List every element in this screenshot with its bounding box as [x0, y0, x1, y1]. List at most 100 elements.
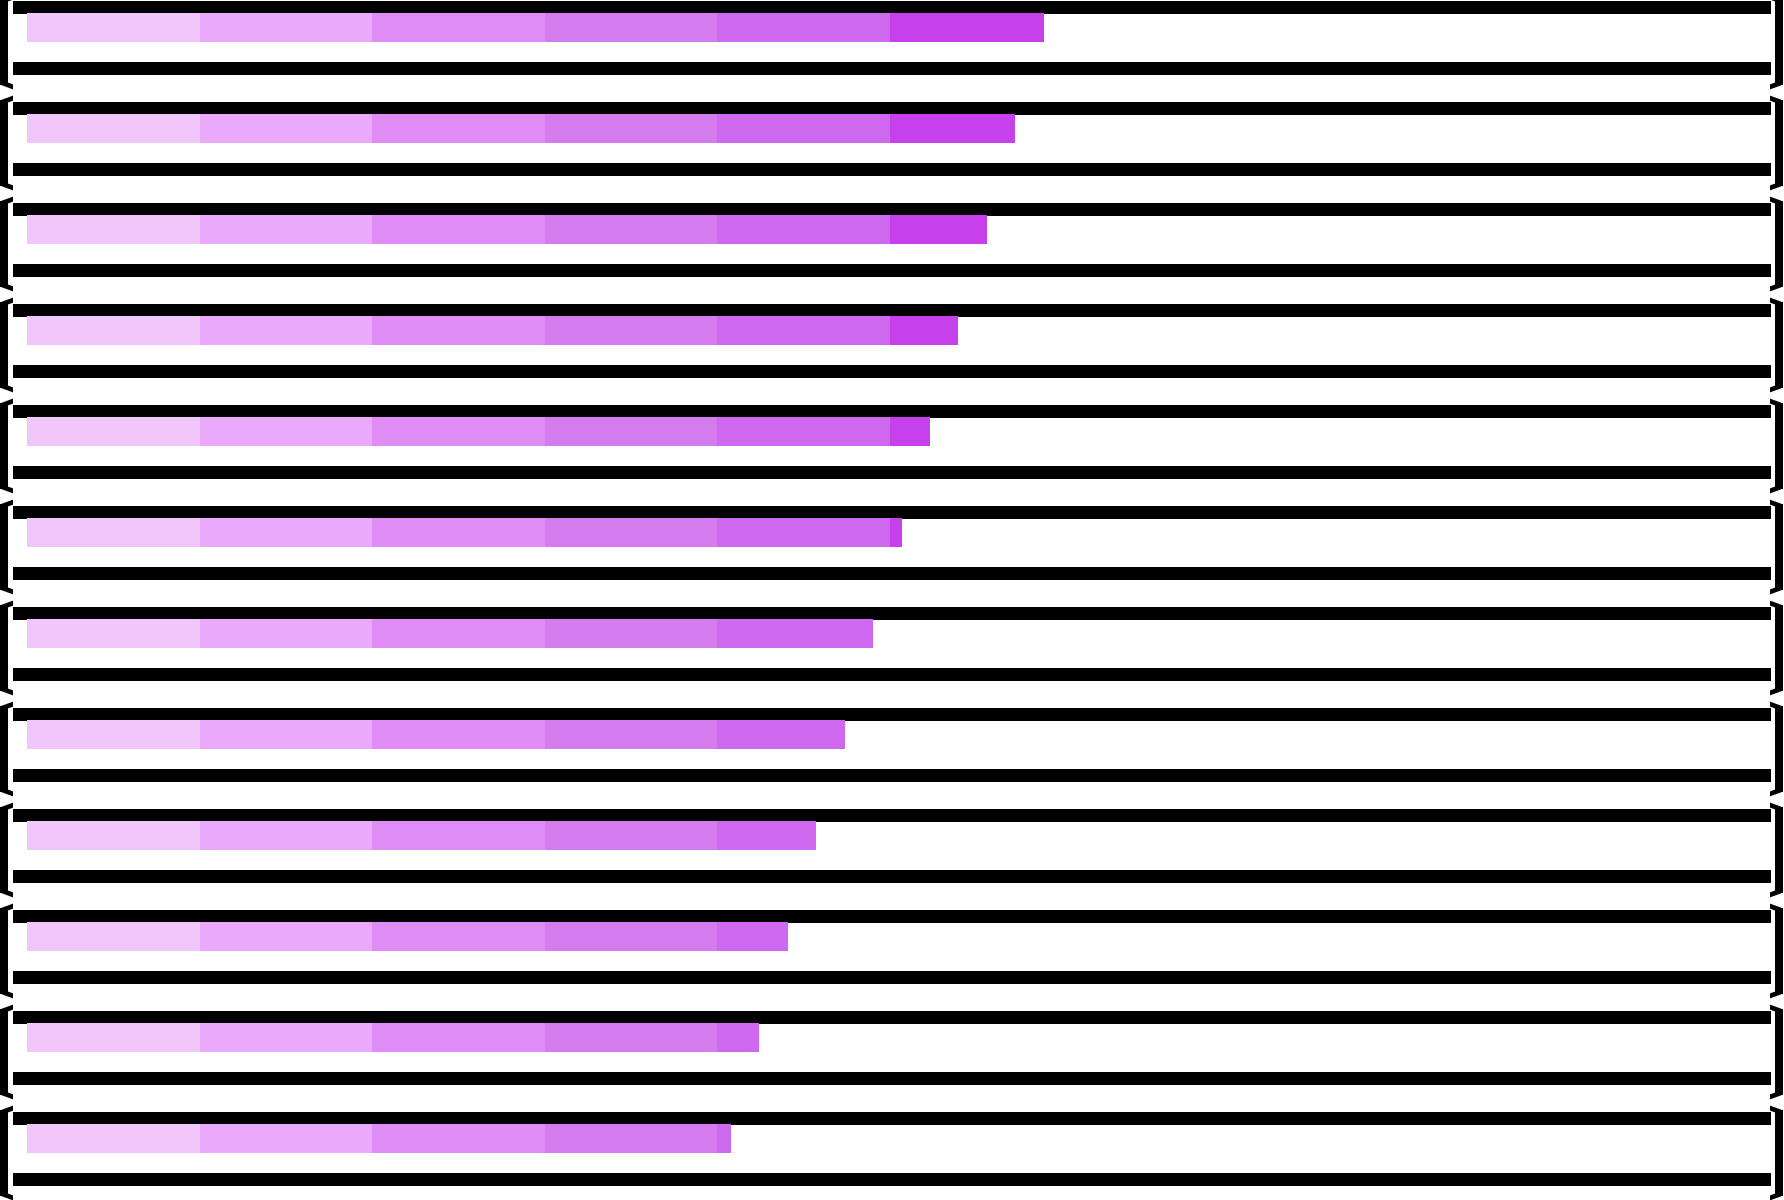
progress-bar-fill — [27, 619, 873, 648]
progress-bar-fill — [27, 1124, 732, 1153]
progress-bar-fill-segment — [544, 922, 717, 951]
progress-bar-fill-segment — [544, 316, 717, 345]
progress-bar-fill-segment — [372, 922, 545, 951]
progress-bar-left-cap — [0, 302, 8, 388]
progress-bar-fill-segment — [889, 114, 1015, 143]
progress-bar-right-cap — [1775, 201, 1783, 287]
progress-bar-fill-segment — [717, 720, 846, 749]
progress-bar-fill-segment — [544, 13, 717, 42]
progress-bar-right-cap — [1775, 100, 1783, 186]
progress-bar-fill-segment — [889, 316, 958, 345]
progress-bar-fill-segment — [372, 1124, 545, 1153]
progress-bar-fill-segment — [199, 518, 372, 547]
progress-bar-fill-segment — [199, 316, 372, 345]
progress-bar-fill-segment — [717, 619, 873, 648]
progress-bar-fill-segment — [27, 922, 200, 951]
progress-bar-right-cap — [1775, 706, 1783, 792]
progress-bar-fill-segment — [717, 114, 890, 143]
progress-bar-right-cap — [1775, 807, 1783, 893]
progress-bar-fill-segment — [717, 1023, 759, 1052]
progress-bar-right-cap — [1775, 1110, 1783, 1196]
progress-bar-fill — [27, 821, 816, 850]
progress-bar — [0, 490, 1784, 591]
progress-bar-fill — [27, 316, 958, 345]
progress-bar — [0, 591, 1784, 692]
progress-bar-fill-segment — [199, 1023, 372, 1052]
progress-bar-fill-segment — [372, 720, 545, 749]
progress-bar-right-cap — [1775, 302, 1783, 388]
progress-bar-fill-segment — [372, 316, 545, 345]
progress-bar-right-cap — [1775, 908, 1783, 994]
progress-bar — [0, 692, 1784, 793]
progress-bar — [0, 995, 1784, 1096]
progress-bar-fill-segment — [27, 1124, 200, 1153]
progress-bar-fill-segment — [717, 821, 816, 850]
progress-bar-left-cap — [0, 1110, 8, 1196]
progress-bar-fill-segment — [544, 518, 717, 547]
progress-bar-fill-segment — [27, 821, 200, 850]
progress-bar-fill — [27, 13, 1045, 42]
progress-bar-left-cap — [0, 807, 8, 893]
progress-bar-fill-segment — [27, 215, 200, 244]
progress-bar-fill — [27, 720, 846, 749]
progress-bar — [0, 86, 1784, 187]
progress-bar-fill — [27, 114, 1015, 143]
progress-bar-left-cap — [0, 1009, 8, 1095]
progress-bar-fill-segment — [544, 1023, 717, 1052]
progress-bar-fill-segment — [199, 13, 372, 42]
progress-bar — [0, 793, 1784, 894]
progress-bar-fill — [27, 1023, 759, 1052]
progress-bar-fill-segment — [717, 1124, 732, 1153]
progress-bar-fill-segment — [717, 417, 890, 446]
progress-bar-right-cap — [1775, 504, 1783, 590]
progress-bar-fill-segment — [372, 821, 545, 850]
progress-bar-fill-segment — [199, 1124, 372, 1153]
progress-bar-left-cap — [0, 706, 8, 792]
progress-bar-left-cap — [0, 403, 8, 489]
progress-bar-fill-segment — [372, 619, 545, 648]
progress-bar-fill-segment — [27, 316, 200, 345]
progress-bar-fill-segment — [199, 922, 372, 951]
progress-bar-left-cap — [0, 0, 8, 85]
progress-bar — [0, 894, 1784, 995]
progress-bar — [0, 187, 1784, 288]
progress-bar-fill-segment — [544, 720, 717, 749]
progress-bar-fill-segment — [889, 215, 988, 244]
progress-bar-fill-segment — [372, 417, 545, 446]
progress-bar-fill-segment — [27, 518, 200, 547]
progress-bar-fill-segment — [199, 114, 372, 143]
progress-bar-fill-segment — [889, 13, 1045, 42]
progress-bar-left-cap — [0, 908, 8, 994]
progress-bar-fill-segment — [889, 518, 903, 547]
progress-bar-fill-segment — [889, 417, 931, 446]
progress-bar-fill-segment — [544, 619, 717, 648]
progress-bar-fill-segment — [544, 417, 717, 446]
progress-bar-fill-segment — [199, 720, 372, 749]
progress-bar-fill-segment — [199, 417, 372, 446]
progress-bar-fill-segment — [199, 619, 372, 648]
progress-bar-fill-segment — [27, 619, 200, 648]
progress-bar-fill — [27, 518, 903, 547]
progress-bar — [0, 389, 1784, 490]
progress-bar-fill-segment — [717, 922, 789, 951]
progress-bar-fill-segment — [27, 13, 200, 42]
progress-bar-fill-segment — [372, 518, 545, 547]
progress-bar-fill-segment — [544, 1124, 717, 1153]
progress-bar-right-cap — [1775, 605, 1783, 691]
progress-bar-fill-segment — [717, 13, 890, 42]
progress-bar-fill-segment — [27, 1023, 200, 1052]
progress-bar-left-cap — [0, 504, 8, 590]
progress-bar-fill — [27, 922, 789, 951]
progress-bar-fill-segment — [27, 720, 200, 749]
progress-bar — [0, 288, 1784, 389]
progress-bar-fill-segment — [372, 1023, 545, 1052]
progress-bar-fill — [27, 215, 988, 244]
progress-bar-fill-segment — [717, 316, 890, 345]
progress-bar — [0, 0, 1784, 86]
progress-bar-fill-segment — [199, 821, 372, 850]
progress-bar-fill-segment — [544, 821, 717, 850]
progress-bar-fill-segment — [717, 518, 890, 547]
progress-bar — [0, 1096, 1784, 1197]
progress-bar-fill — [27, 417, 931, 446]
